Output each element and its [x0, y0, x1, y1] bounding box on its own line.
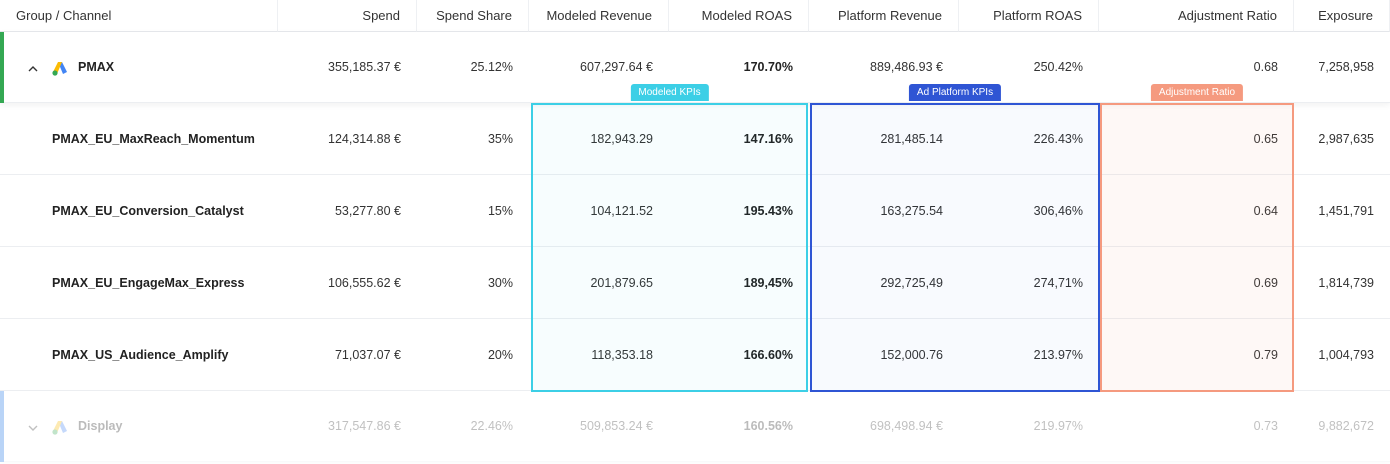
column-header[interactable]: Platform Revenue	[809, 0, 959, 32]
group-accent	[0, 391, 4, 462]
cell: 170.70%	[743, 60, 793, 74]
cell: 292,725,49	[880, 276, 943, 290]
cell: 22.46%	[470, 419, 513, 433]
google-ads-icon	[52, 60, 68, 76]
cell: 889,486.93 €	[870, 60, 943, 74]
cell: 0.64	[1253, 204, 1278, 218]
expand-toggle[interactable]	[27, 421, 39, 433]
column-header[interactable]: Platform ROAS	[959, 0, 1099, 32]
cell: 281,485.14	[880, 132, 943, 146]
cell: 317,547.86 €	[328, 419, 401, 433]
cell: 147.16%	[743, 132, 793, 146]
channel-name: PMAX_EU_EngageMax_Express	[52, 276, 245, 290]
column-header[interactable]: Spend	[278, 0, 417, 32]
column-header[interactable]: Exposure	[1294, 0, 1390, 32]
cell: 189,45%	[743, 276, 793, 290]
channel-name: PMAX_EU_MaxReach_Momentum	[52, 132, 255, 146]
channel-row: PMAX_EU_Conversion_Catalyst 53,277.80 € 15…	[0, 175, 1390, 247]
cell: 226.43%	[1033, 132, 1083, 146]
cell: 53,277.80 €	[334, 204, 401, 218]
cell: 9,882,672	[1318, 419, 1374, 433]
cell: 274,71%	[1033, 276, 1083, 290]
column-header[interactable]: Modeled ROAS	[669, 0, 809, 32]
cell: 30%	[487, 276, 513, 290]
cell: 355,185.37 €	[328, 60, 401, 74]
cell: 25.12%	[470, 60, 513, 74]
column-header[interactable]: Group / Channel	[0, 0, 278, 32]
cell: 0.68	[1253, 60, 1278, 74]
channel-name: PMAX_EU_Conversion_Catalyst	[52, 204, 244, 218]
channel-name: PMAX_US_Audience_Amplify	[52, 348, 229, 362]
cell: 201,879.65	[590, 276, 653, 290]
group-row: Display 317,547.86 € 22.46% 509,853.24 € 160…	[0, 391, 1390, 462]
cell: 219.97%	[1033, 419, 1083, 433]
cell: 306,46%	[1033, 204, 1083, 218]
cell: 160.56%	[743, 419, 793, 433]
cell: 118,353.18	[591, 348, 653, 362]
channel-row: PMAX_EU_MaxReach_Momentum 124,314.88 € 35%…	[0, 103, 1390, 175]
channel-row: PMAX_EU_EngageMax_Express 106,555.62 € 30%…	[0, 247, 1390, 319]
cell: 71,037.07 €	[334, 348, 401, 362]
column-header[interactable]: Modeled Revenue	[529, 0, 669, 32]
cell: 152,000.76	[880, 348, 943, 362]
cell: 509,853.24 €	[580, 419, 653, 433]
cell: 2,987,635	[1318, 132, 1374, 146]
cell: 104,121.52	[590, 204, 653, 218]
cell: 7,258,958	[1318, 60, 1374, 74]
cell: 124,314.88 €	[328, 132, 401, 146]
cell: 182,943.29	[590, 132, 653, 146]
cell: 213.97%	[1033, 348, 1083, 362]
cell: 607,297.64 €	[580, 60, 653, 74]
expand-toggle[interactable]	[27, 62, 39, 74]
cell: 15%	[487, 204, 513, 218]
cell: 166.60%	[743, 348, 793, 362]
group-accent	[0, 32, 4, 103]
cell: 0.69	[1253, 276, 1278, 290]
cell: 35%	[487, 132, 513, 146]
cell: 698,498.94 €	[870, 419, 943, 433]
cell: 195.43%	[743, 204, 793, 218]
cell: 106,555.62 €	[328, 276, 401, 290]
column-header[interactable]: Adjustment Ratio	[1099, 0, 1294, 32]
cell: 0.65	[1253, 132, 1278, 146]
cell: 1,004,793	[1318, 348, 1374, 362]
cell: 0.79	[1253, 348, 1278, 362]
group-name: PMAX	[78, 60, 115, 74]
cell: 1,451,791	[1318, 204, 1374, 218]
column-header[interactable]: Spend Share	[417, 0, 529, 32]
cell: 250.42%	[1033, 60, 1083, 74]
group-name: Display	[78, 419, 123, 433]
cell: 163,275.54	[880, 204, 943, 218]
google-ads-icon	[52, 419, 68, 435]
group-row: PMAX 355,185.37 € 25.12% 607,297.64 € 170.70…	[0, 32, 1390, 103]
cell: 0.73	[1253, 419, 1278, 433]
channel-row: PMAX_US_Audience_Amplify 71,037.07 € 20% 11…	[0, 319, 1390, 391]
cell: 20%	[487, 348, 513, 362]
cell: 1,814,739	[1318, 276, 1374, 290]
